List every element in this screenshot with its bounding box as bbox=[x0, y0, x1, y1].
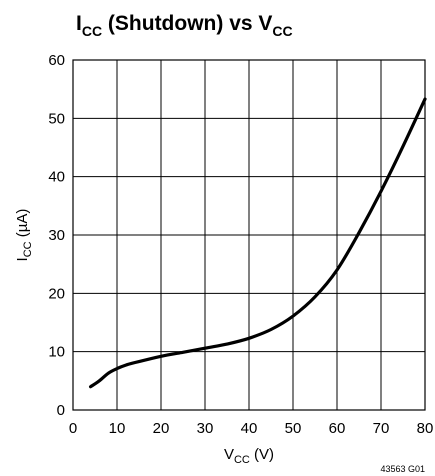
y-axis-label: ICC (µA) bbox=[14, 209, 34, 262]
x-tick-label: 0 bbox=[69, 420, 77, 437]
x-tick-label: 30 bbox=[197, 420, 214, 437]
y-tick-label: 60 bbox=[48, 52, 65, 69]
x-axis-label: VCC (V) bbox=[224, 446, 274, 466]
x-tick-label: 40 bbox=[241, 420, 258, 437]
plot-frame bbox=[72, 59, 426, 411]
y-tick-label: 20 bbox=[48, 285, 65, 302]
x-tick-label: 50 bbox=[285, 420, 302, 437]
xlabel-subscript: CC bbox=[234, 454, 250, 466]
y-tick-label: 30 bbox=[48, 227, 65, 244]
ylabel-subscript: CC bbox=[22, 241, 34, 257]
title-subscript: CC bbox=[82, 23, 102, 39]
xlabel-rest: (V) bbox=[250, 446, 274, 463]
ylabel-rest: (µA) bbox=[14, 209, 31, 242]
x-tick-labels: 0 10 20 30 40 50 60 70 80 bbox=[69, 420, 434, 437]
y-tick-label: 50 bbox=[48, 110, 65, 127]
chart-title: ICC (Shutdown) vs VCC bbox=[76, 12, 293, 39]
ylabel-main: I bbox=[14, 257, 31, 261]
x-tick-label: 80 bbox=[417, 420, 434, 437]
grid bbox=[72, 59, 426, 411]
y-tick-labels: 0 10 20 30 40 50 60 bbox=[48, 52, 65, 419]
xlabel-main: V bbox=[224, 446, 234, 463]
title-subscript-2: CC bbox=[272, 23, 292, 39]
figure-id: 43563 G01 bbox=[380, 464, 425, 474]
series-line bbox=[89, 97, 427, 389]
x-tick-label: 10 bbox=[109, 420, 126, 437]
title-main: I bbox=[76, 12, 82, 35]
y-tick-label: 10 bbox=[48, 344, 65, 361]
x-tick-label: 70 bbox=[373, 420, 390, 437]
y-tick-label: 0 bbox=[57, 402, 65, 419]
title-rest: (Shutdown) vs V bbox=[102, 12, 272, 35]
x-tick-label: 20 bbox=[153, 420, 170, 437]
y-tick-label: 40 bbox=[48, 169, 65, 186]
x-tick-label: 60 bbox=[329, 420, 346, 437]
